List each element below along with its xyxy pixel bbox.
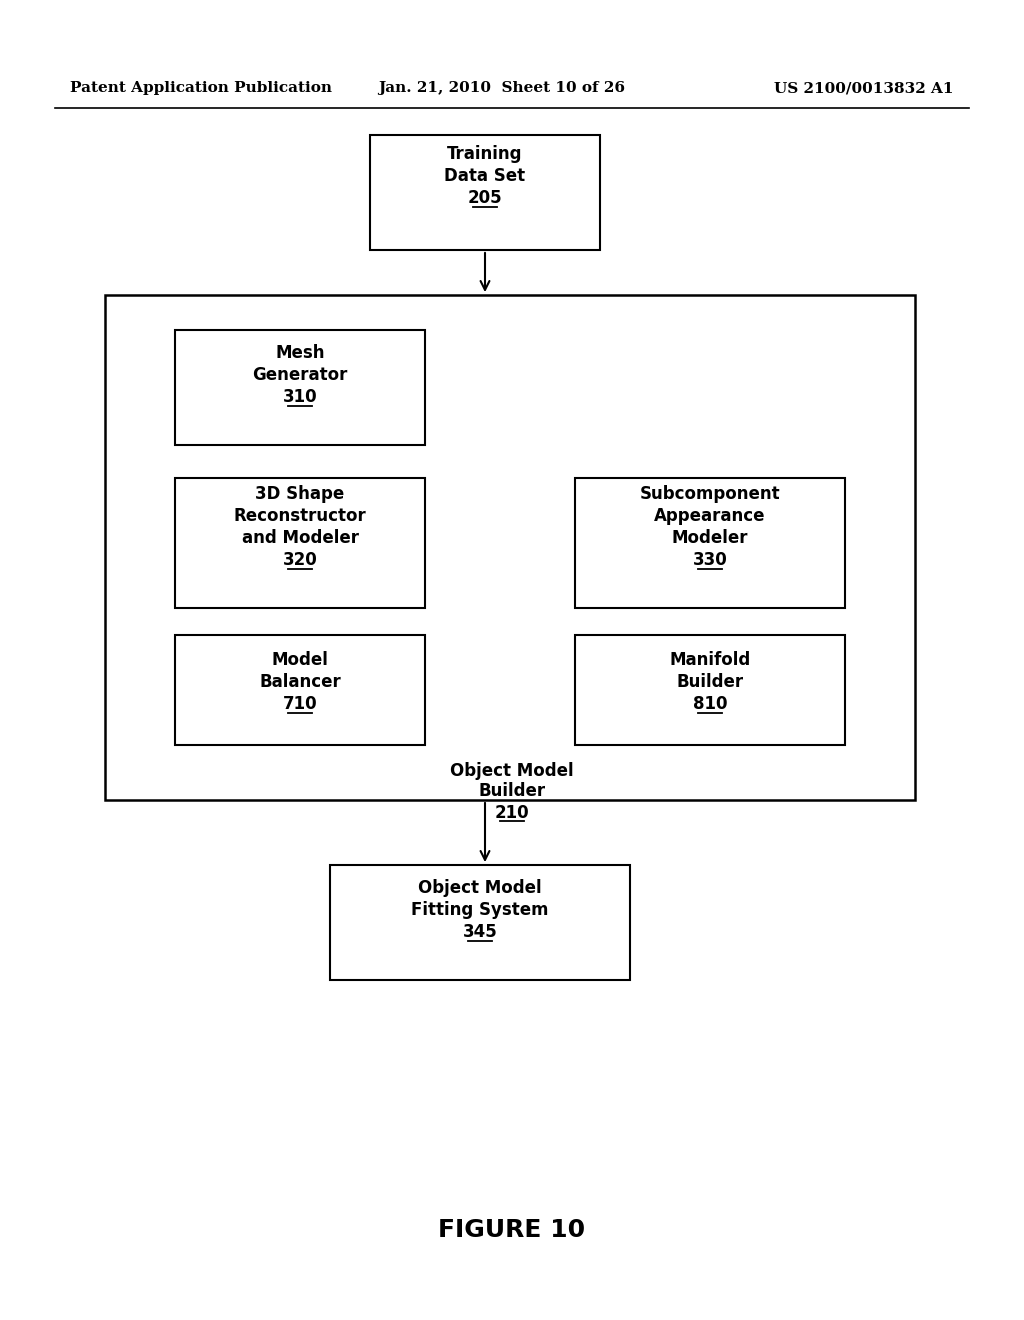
Bar [175,635,425,744]
Text: Model: Model [271,651,329,669]
Text: US 2100/0013832 A1: US 2100/0013832 A1 [774,81,954,95]
Text: Subcomponent: Subcomponent [640,484,780,503]
Text: 320: 320 [283,550,317,569]
Text: 310: 310 [283,388,317,407]
Text: Fitting System: Fitting System [412,902,549,919]
Bar [175,478,425,609]
Text: Object Model: Object Model [418,879,542,898]
Text: Reconstructor: Reconstructor [233,507,367,525]
Text: and Modeler: and Modeler [242,529,358,546]
Bar [105,294,915,800]
Text: 3D Shape: 3D Shape [255,484,345,503]
Text: Builder: Builder [677,673,743,690]
Text: 345: 345 [463,923,498,941]
Text: Mesh: Mesh [275,345,325,362]
Text: Generator: Generator [252,366,348,384]
Text: Manifold: Manifold [670,651,751,669]
Bar [575,635,845,744]
Text: Jan. 21, 2010  Sheet 10 of 26: Jan. 21, 2010 Sheet 10 of 26 [379,81,626,95]
Text: Builder: Builder [478,783,546,800]
Text: Appearance: Appearance [654,507,766,525]
Text: Balancer: Balancer [259,673,341,690]
Text: Training: Training [447,145,522,162]
Text: 210: 210 [495,804,529,821]
Text: 330: 330 [692,550,727,569]
Text: Modeler: Modeler [672,529,749,546]
Bar [370,135,600,249]
Bar [330,865,630,979]
Text: Data Set: Data Set [444,168,525,185]
Text: FIGURE 10: FIGURE 10 [438,1218,586,1242]
Bar [175,330,425,445]
Bar [575,478,845,609]
Text: 710: 710 [283,696,317,713]
Text: Patent Application Publication: Patent Application Publication [70,81,332,95]
Text: 810: 810 [693,696,727,713]
Text: Object Model: Object Model [451,762,573,780]
Text: 205: 205 [468,189,503,207]
